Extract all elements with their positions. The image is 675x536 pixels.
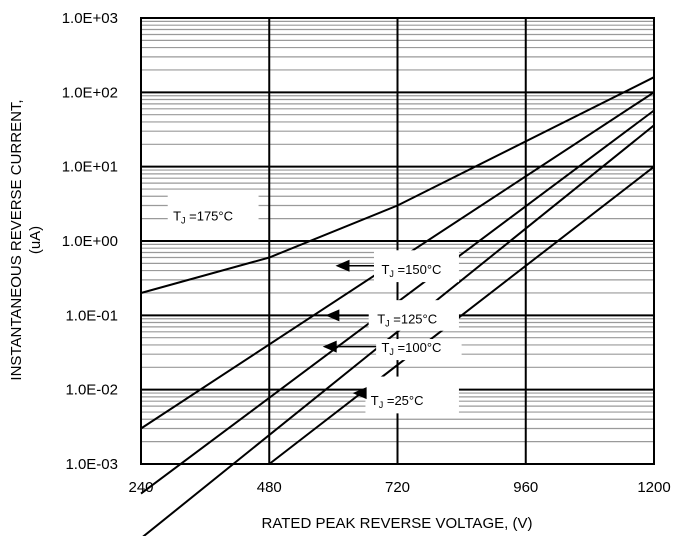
x-tick-label: 480 bbox=[257, 479, 282, 496]
annotation-box bbox=[368, 300, 459, 331]
annotations: TJ =175°C TJ =150°C TJ =125°C TJ =100°C TJ =… bbox=[167, 192, 462, 414]
annotation-box bbox=[376, 339, 462, 361]
x-tick-label: 720 bbox=[385, 479, 410, 496]
x-tick-label: 240 bbox=[128, 479, 153, 496]
y-axis-label-line1: INSTANTANEOUS REVERSE CURRENT, bbox=[8, 99, 25, 380]
y-tick-label: 1.0E+02 bbox=[62, 84, 118, 101]
annotation-label: TJ =100°C bbox=[381, 340, 441, 357]
annotation-arrowhead bbox=[325, 309, 340, 322]
y-tick-labels: 1.0E-03 1.0E-02 1.0E-01 1.0E+00 1.0E+01 1.0E+… bbox=[62, 10, 118, 473]
x-tick-labels: 240 480 720 960 1200 bbox=[128, 479, 670, 496]
series-line bbox=[142, 124, 655, 536]
plot-frame bbox=[140, 17, 655, 465]
y-tick-label: 1.0E+01 bbox=[62, 159, 118, 176]
series-line bbox=[140, 76, 655, 294]
annotation-label: TJ =125°C bbox=[377, 311, 437, 328]
annotation-arrowhead bbox=[352, 387, 367, 400]
annotation-box bbox=[167, 192, 259, 226]
x-axis-label: RATED PEAK REVERSE VOLTAGE, (V) bbox=[262, 515, 533, 532]
y-tick-label: 1.0E+03 bbox=[62, 10, 118, 27]
y-tick-label: 1.0E+00 bbox=[62, 233, 118, 250]
annotation-label: TJ =150°C bbox=[381, 262, 441, 279]
series-line bbox=[268, 165, 655, 465]
y-axis-label-line2: (uA) bbox=[27, 226, 44, 254]
y-tick-label: 1.0E-02 bbox=[65, 382, 118, 399]
y-tick-label: 1.0E-03 bbox=[65, 456, 118, 473]
y-tick-label: 1.0E-01 bbox=[65, 307, 118, 324]
annotation-arrowhead bbox=[335, 259, 350, 272]
x-tick-label: 1200 bbox=[637, 479, 670, 496]
annotation-arrowhead bbox=[322, 340, 337, 353]
annotation-label: TJ =175°C bbox=[173, 208, 233, 225]
x-tick-label: 960 bbox=[513, 479, 538, 496]
annotation-box bbox=[373, 250, 459, 283]
annotation-label: TJ =25°C bbox=[371, 393, 424, 410]
annotation-box bbox=[365, 376, 459, 414]
